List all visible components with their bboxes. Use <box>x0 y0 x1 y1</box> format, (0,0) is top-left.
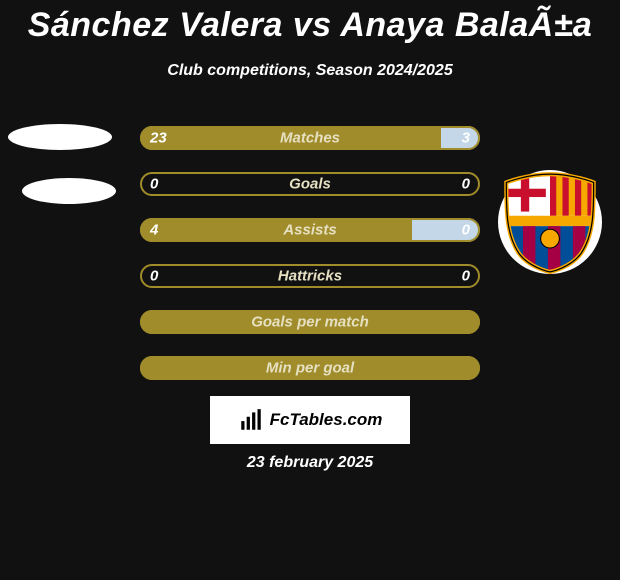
bar-row-assists: 4 Assists 0 <box>140 218 480 242</box>
bar-row-goals-per-match: Goals per match <box>140 310 480 334</box>
bar-row-matches: 23 Matches 3 <box>140 126 480 150</box>
bar-right-value: 0 <box>462 222 470 239</box>
bar-label: Assists <box>140 222 480 239</box>
bar-row-min-per-goal: Min per goal <box>140 356 480 380</box>
page-title: Sánchez Valera vs Anaya BalaÃ±a <box>0 6 620 45</box>
bar-label: Min per goal <box>140 360 480 377</box>
team-left-logo-2 <box>22 178 116 204</box>
brand-badge: FcTables.com <box>210 396 410 444</box>
comparison-bars: 23 Matches 3 0 Goals 0 4 Assists 0 0 Hat… <box>140 126 480 380</box>
bar-right-value: 3 <box>462 130 470 147</box>
page-subtitle: Club competitions, Season 2024/2025 <box>0 62 620 80</box>
brand-text: FcTables.com <box>270 410 383 430</box>
bar-label: Matches <box>140 130 480 147</box>
bar-label: Goals <box>140 176 480 193</box>
bar-right-value: 0 <box>462 268 470 285</box>
team-right-crest <box>498 170 602 274</box>
team-left-logo-1 <box>8 124 112 150</box>
bar-row-hattricks: 0 Hattricks 0 <box>140 264 480 288</box>
bar-chart-icon <box>238 407 264 433</box>
bar-row-goals: 0 Goals 0 <box>140 172 480 196</box>
footer-date: 23 february 2025 <box>0 454 620 472</box>
barcelona-crest-icon <box>498 170 602 274</box>
bar-right-value: 0 <box>462 176 470 193</box>
bar-label: Hattricks <box>140 268 480 285</box>
bar-label: Goals per match <box>140 314 480 331</box>
